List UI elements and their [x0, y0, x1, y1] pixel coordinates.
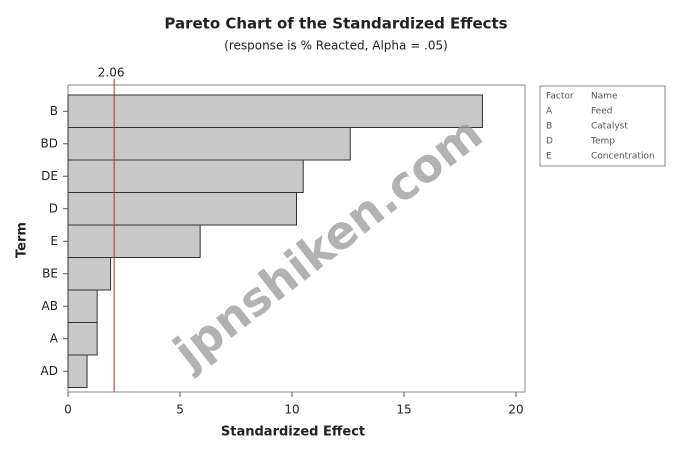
y-tick-label: B [50, 104, 58, 118]
bar [67, 354, 88, 388]
legend-factor: B [546, 122, 552, 132]
bar [67, 94, 483, 128]
y-tick-label: AD [41, 364, 58, 378]
legend-name: Concentration [591, 152, 655, 162]
legend-factor: A [546, 107, 553, 117]
bar [67, 322, 98, 356]
bar [67, 127, 351, 161]
bar [67, 192, 297, 226]
x-tick-label: 10 [284, 403, 299, 417]
legend-name: Feed [591, 107, 612, 117]
x-tick-label: 15 [396, 403, 411, 417]
y-tick-label: BE [42, 266, 58, 280]
x-tick-label: 0 [64, 403, 72, 417]
legend-name: Temp [590, 137, 615, 147]
x-axis-label: Standardized Effect [221, 425, 365, 440]
y-tick-label: DE [41, 169, 58, 183]
chart-title: Pareto Chart of the Standardized Effects [164, 15, 507, 33]
y-tick-label: BD [41, 136, 58, 150]
chart-subtitle: (response is % Reacted, Alpha = .05) [224, 39, 448, 53]
legend-factor: E [546, 152, 552, 162]
y-tick-label: AB [42, 299, 58, 313]
bar [67, 159, 304, 193]
legend-factor: D [546, 137, 553, 147]
x-tick-label: 20 [508, 403, 523, 417]
bar [67, 224, 201, 258]
legend-header: Factor [546, 92, 574, 102]
reference-label: 2.06 [98, 66, 125, 80]
x-tick-label: 5 [176, 403, 184, 417]
legend-box [539, 85, 666, 167]
y-tick-label: D [49, 201, 58, 215]
legend-header: Name [591, 92, 618, 102]
y-tick-label: A [50, 331, 59, 345]
legend-name: Catalyst [591, 122, 628, 132]
y-axis-label: Term [15, 222, 30, 258]
y-tick-label: E [50, 234, 58, 248]
bar [67, 289, 98, 323]
bar [67, 257, 112, 291]
